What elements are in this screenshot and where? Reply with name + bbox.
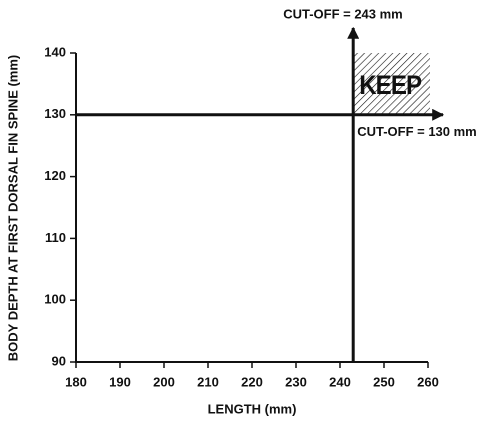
y-tick-label: 90: [52, 353, 66, 368]
x-tick-label: 240: [329, 374, 351, 389]
x-tick-label: 220: [241, 374, 263, 389]
y-tick-label: 130: [44, 106, 66, 121]
y-tick-label: 120: [44, 168, 66, 183]
y-tick-label: 100: [44, 292, 66, 307]
x-tick-label: 230: [285, 374, 307, 389]
x-tick-label: 250: [373, 374, 395, 389]
cutoff-label: CUT-OFF = 130 mm: [357, 124, 477, 139]
x-tick-label: 190: [109, 374, 131, 389]
x-axis-label: LENGTH (mm): [208, 401, 297, 416]
x-tick-label: 210: [197, 374, 219, 389]
keep-region: [353, 53, 430, 115]
x-tick-label: 260: [417, 374, 439, 389]
x-tick-label: 180: [65, 374, 87, 389]
y-tick-label: 140: [44, 44, 66, 59]
cutoff-label: CUT-OFF = 243 mm: [283, 6, 403, 21]
y-tick-label: 110: [45, 230, 66, 245]
x-tick-label: 200: [153, 374, 175, 389]
region-label: KEEP: [359, 70, 422, 100]
y-axis-label: BODY DEPTH AT FIRST DORSAL FIN SPINE (mm…: [5, 55, 20, 361]
